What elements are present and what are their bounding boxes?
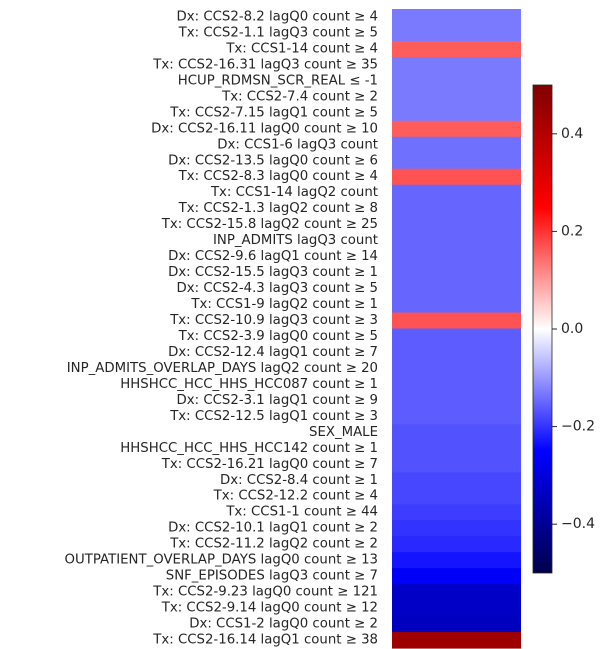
- colorbar-tick-label: 0.2: [561, 223, 583, 239]
- heatmap-cell: [392, 456, 521, 473]
- heatmap-cell: [392, 280, 521, 298]
- colorbar-tick-label: −0.4: [561, 516, 595, 532]
- heatmap-cell: [392, 296, 521, 314]
- row-label: OUTPATIENT_OVERLAP_DAYS lagQ0 count ≥ 13: [65, 553, 378, 568]
- heatmap-cell: [392, 488, 521, 505]
- heatmap-cell: [392, 248, 521, 266]
- heatmap-cell: [392, 536, 521, 553]
- row-label: Tx: CCS2-11.2 lagQ2 count ≥ 2: [169, 537, 378, 552]
- row-label: Dx: CCS2-3.1 lagQ1 count ≥ 9: [177, 393, 378, 408]
- row-label: Dx: CCS2-12.4 lagQ1 count ≥ 7: [168, 345, 378, 360]
- heatmap-cell: [392, 200, 521, 218]
- heatmap-cell: [392, 216, 521, 234]
- heatmap-cell: [392, 184, 521, 202]
- heatmap-cell: [392, 472, 521, 489]
- colorbar-tick-label: 0.4: [561, 126, 583, 142]
- colorbar: [532, 84, 553, 574]
- row-label: Dx: CCS2-13.5 lagQ0 count ≥ 6: [168, 153, 378, 168]
- row-label: Tx: CCS2-9.23 lagQ0 count ≥ 121: [152, 585, 378, 600]
- row-label: Tx: CCS2-12.2 count ≥ 4: [213, 489, 378, 504]
- row-label: Tx: CCS2-1.1 lagQ3 count ≥ 5: [178, 25, 378, 40]
- row-label: Tx: CCS2-7.4 count ≥ 2: [221, 89, 378, 104]
- heatmap-cell: [392, 120, 521, 138]
- heatmap-cell: [392, 616, 521, 633]
- heatmap-cell: [392, 328, 521, 346]
- heatmap-cell: [392, 9, 521, 26]
- heatmap-cell: [392, 440, 521, 457]
- row-label: Dx: CCS2-8.2 lagQ0 count ≥ 4: [177, 9, 378, 24]
- row-labels: Dx: CCS2-8.2 lagQ0 count ≥ 4Tx: CCS2-1.1…: [65, 9, 378, 647]
- heatmap-cell: [392, 152, 521, 170]
- row-label: Tx: CCS2-10.9 lagQ3 count ≥ 3: [169, 313, 378, 328]
- row-label: Dx: CCS2-8.4 count ≥ 1: [220, 473, 378, 488]
- heatmap-cell: [392, 24, 521, 42]
- heatmap-cell: [392, 584, 521, 601]
- row-label: HCUP_RDMSN_SCR_REAL ≤ -1: [178, 73, 378, 88]
- heatmap-cell: [392, 72, 521, 90]
- row-label: Dx: CCS2-10.1 lagQ1 count ≥ 2: [168, 521, 378, 536]
- row-label: Tx: CCS2-16.21 lagQ0 count ≥ 7: [161, 457, 378, 472]
- heatmap-cell: [392, 520, 521, 537]
- heatmap-cell: [392, 360, 521, 378]
- heatmap-cell: [392, 104, 521, 122]
- row-label: SNF_EPISODES lagQ3 count ≥ 7: [166, 569, 378, 584]
- row-label: Tx: CCS1-1 count ≥ 44: [225, 505, 378, 520]
- heatmap-cell: [392, 232, 521, 250]
- row-label: Dx: CCS2-9.6 lagQ1 count ≥ 14: [168, 249, 378, 264]
- heatmap-cell: [392, 40, 521, 58]
- heatmap-cell: [392, 168, 521, 186]
- heatmap-cell: [392, 312, 521, 330]
- row-label: SEX_MALE: [309, 425, 378, 440]
- colorbar-tick-label: −0.2: [561, 419, 595, 435]
- heatmap-cell: [392, 600, 521, 617]
- colorbar-tick-label: 0.0: [561, 321, 583, 337]
- row-label: Dx: CCS2-4.3 lagQ3 count ≥ 5: [177, 281, 378, 296]
- heatmap-cell: [392, 264, 521, 282]
- colorbar-ticks: 0.4 0.2 0.0 −0.2 −0.4: [552, 126, 595, 532]
- row-label: Tx: CCS2-1.3 lagQ2 count ≥ 8: [178, 201, 378, 216]
- heatmap-cell: [392, 568, 521, 585]
- heatmap-cell: [392, 392, 521, 409]
- row-label: INP_ADMITS_OVERLAP_DAYS lagQ2 count ≥ 20: [67, 361, 378, 376]
- row-label: Tx: CCS2-12.5 lagQ1 count ≥ 3: [169, 409, 378, 424]
- row-label: Tx: CCS2-7.15 lagQ1 count ≥ 5: [169, 105, 378, 120]
- row-label: Tx: CCS2-3.9 lagQ0 count ≥ 5: [178, 329, 378, 344]
- heatmap-cell: [392, 376, 521, 393]
- row-label: Tx: CCS1-14 count ≥ 4: [225, 41, 378, 56]
- heatmap-cell: [392, 504, 521, 521]
- row-label: HHSHCC_HCC_HHS_HCC087 count ≥ 1: [120, 377, 378, 392]
- heatmap-cell: [392, 408, 521, 425]
- row-label: Dx: CCS1-2 lagQ0 count ≥ 2: [189, 617, 378, 632]
- row-label: HHSHCC_HCC_HHS_HCC142 count ≥ 1: [120, 441, 378, 456]
- heatmap-rows: [392, 9, 521, 649]
- row-label: Tx: CCS2-15.8 lagQ2 count ≥ 25: [161, 217, 378, 232]
- row-label: Tx: CCS2-16.31 lagQ3 count ≥ 35: [152, 57, 378, 72]
- row-label: Tx: CCS1-14 lagQ2 count: [210, 185, 378, 200]
- heatmap-cell: [392, 344, 521, 362]
- row-label: Tx: CCS2-9.14 lagQ0 count ≥ 12: [161, 601, 378, 616]
- heatmap-cell: [392, 552, 521, 569]
- heatmap-cell: [392, 424, 521, 441]
- heatmap-cell: [392, 136, 521, 154]
- heatmap-cell: [392, 56, 521, 74]
- row-label: Tx: CCS2-8.3 lagQ0 count ≥ 4: [178, 169, 378, 184]
- row-label: Tx: CCS1-9 lagQ2 count ≥ 1: [190, 297, 378, 312]
- heatmap-cell: [392, 632, 521, 649]
- row-label: Dx: CCS2-15.5 lagQ3 count ≥ 1: [168, 265, 378, 280]
- row-label: Tx: CCS2-16.14 lagQ1 count ≥ 38: [152, 633, 378, 648]
- row-label: INP_ADMITS lagQ3 count: [213, 233, 378, 248]
- heatmap-cell: [392, 88, 521, 106]
- row-label: Dx: CCS2-16.11 lagQ0 count ≥ 10: [151, 121, 378, 136]
- row-label: Dx: CCS1-6 lagQ3 count: [217, 137, 378, 152]
